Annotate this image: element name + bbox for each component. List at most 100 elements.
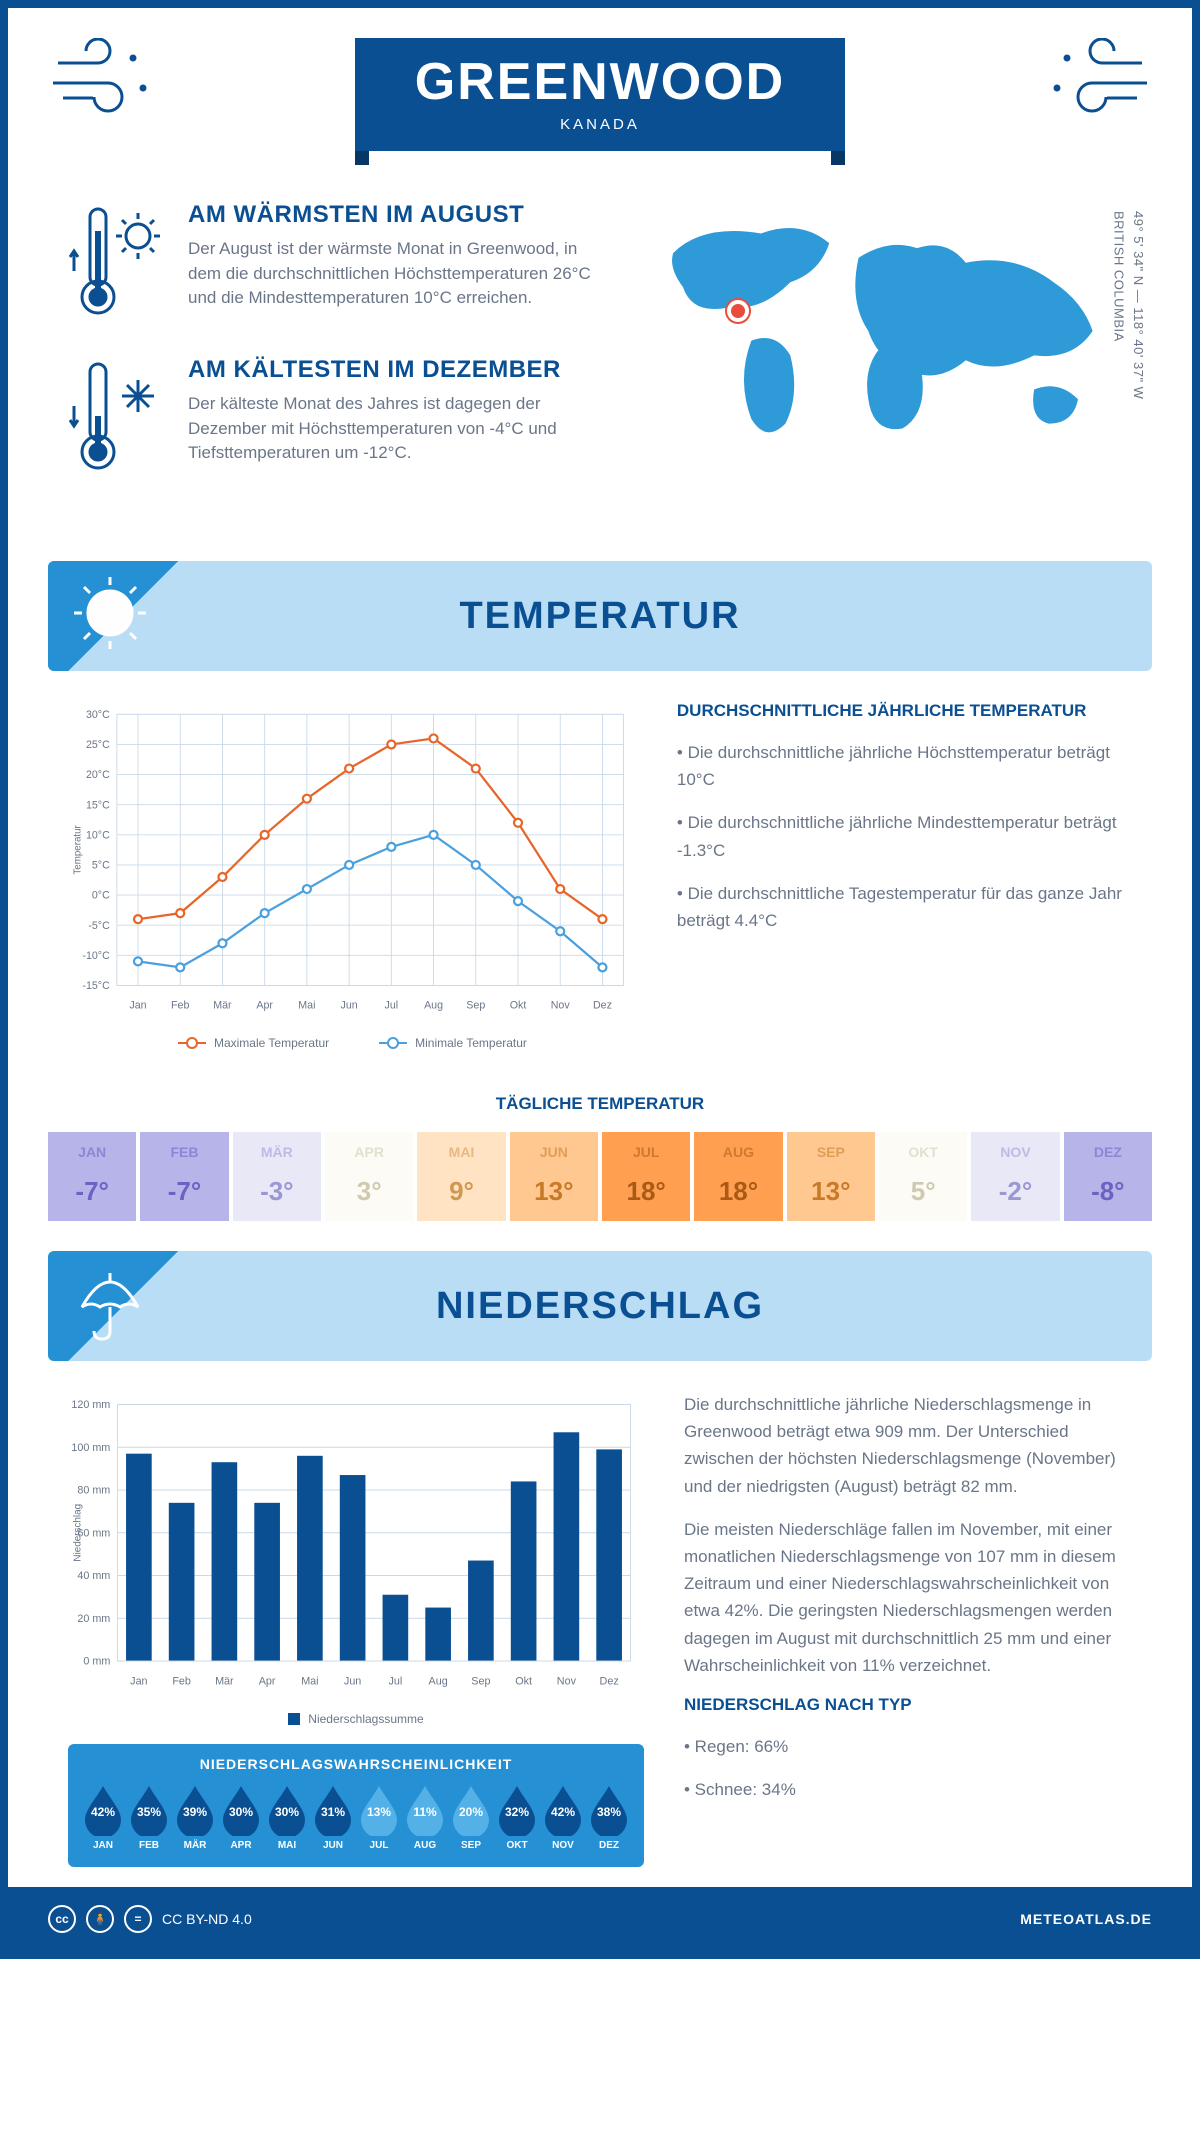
nd-icon: = <box>124 1905 152 1933</box>
svg-text:80 mm: 80 mm <box>77 1485 110 1497</box>
svg-text:Niederschlag: Niederschlag <box>73 1504 84 1562</box>
svg-text:Sep: Sep <box>466 1000 485 1012</box>
svg-text:40 mm: 40 mm <box>77 1570 110 1582</box>
precip-prob-drop: 38% DEZ <box>588 1784 630 1851</box>
fact-warmest: AM WÄRMSTEN IM AUGUST Der August ist der… <box>68 201 604 326</box>
fact-title: AM KÄLTESTEN IM DEZEMBER <box>188 356 604 384</box>
daily-temp-title: TÄGLICHE TEMPERATUR <box>8 1094 1192 1114</box>
svg-text:Okt: Okt <box>515 1675 532 1687</box>
svg-text:25°C: 25°C <box>86 739 110 751</box>
svg-text:Jun: Jun <box>344 1675 361 1687</box>
svg-text:Aug: Aug <box>429 1675 448 1687</box>
svg-text:Apr: Apr <box>256 1000 273 1012</box>
svg-text:Mär: Mär <box>213 1000 232 1012</box>
svg-text:Mai: Mai <box>298 1000 315 1012</box>
daily-temp-cell: NOV -2° <box>971 1132 1059 1221</box>
svg-text:5°C: 5°C <box>92 860 110 872</box>
svg-text:0°C: 0°C <box>92 890 110 902</box>
daily-temp-cell: JUL 18° <box>602 1132 690 1221</box>
daily-temp-cell: OKT 5° <box>879 1132 967 1221</box>
svg-text:0 mm: 0 mm <box>83 1656 110 1668</box>
daily-temp-cell: FEB -7° <box>140 1132 228 1221</box>
wind-icon <box>1042 38 1152 123</box>
svg-text:120 mm: 120 mm <box>71 1399 110 1411</box>
svg-text:15°C: 15°C <box>86 799 110 811</box>
info-bullet: • Die durchschnittliche jährliche Höchst… <box>677 739 1132 793</box>
svg-text:Jun: Jun <box>341 1000 358 1012</box>
temperature-banner: TEMPERATUR <box>48 561 1152 671</box>
cc-icon: cc <box>48 1905 76 1933</box>
svg-text:Nov: Nov <box>551 1000 571 1012</box>
precip-probability-box: NIEDERSCHLAGSWAHRSCHEINLICHKEIT 42% JAN … <box>68 1744 644 1867</box>
by-icon: 🧍 <box>86 1905 114 1933</box>
precipitation-bar-chart: 0 mm20 mm40 mm60 mm80 mm100 mm120 mmJanF… <box>68 1391 644 1697</box>
footer: cc 🧍 = CC BY-ND 4.0 METEOATLAS.DE <box>8 1887 1192 1951</box>
prob-title: NIEDERSCHLAGSWAHRSCHEINLICHKEIT <box>82 1756 630 1772</box>
location-marker <box>727 300 749 322</box>
svg-text:Jan: Jan <box>130 1675 147 1687</box>
fact-text: Der August ist der wärmste Monat in Gree… <box>188 237 604 311</box>
precip-prob-drop: 35% FEB <box>128 1784 170 1851</box>
header: GREENWOOD KANADA <box>8 8 1192 191</box>
precip-prob-drop: 30% MAI <box>266 1784 308 1851</box>
daily-temp-cell: JAN -7° <box>48 1132 136 1221</box>
svg-text:-15°C: -15°C <box>82 980 110 992</box>
temperature-line-chart: -15°C-10°C-5°C0°C5°C10°C15°C20°C25°C30°C… <box>68 701 637 1021</box>
fact-text: Der kälteste Monat des Jahres ist dagege… <box>188 392 604 466</box>
umbrella-icon <box>70 1263 150 1348</box>
svg-text:Dez: Dez <box>593 1000 612 1012</box>
svg-text:Mai: Mai <box>301 1675 318 1687</box>
svg-text:Nov: Nov <box>557 1675 577 1687</box>
svg-text:Feb: Feb <box>172 1675 191 1687</box>
precip-prob-drop: 13% JUL <box>358 1784 400 1851</box>
precip-prob-drop: 39% MÄR <box>174 1784 216 1851</box>
license-text: CC BY-ND 4.0 <box>162 1911 252 1927</box>
svg-text:100 mm: 100 mm <box>71 1442 110 1454</box>
daily-temp-cell: MÄR -3° <box>233 1132 321 1221</box>
svg-text:-5°C: -5°C <box>88 920 110 932</box>
info-bullet: • Die durchschnittliche Tagestemperatur … <box>677 880 1132 934</box>
daily-temp-cell: AUG 18° <box>694 1132 782 1221</box>
world-map <box>644 201 1132 461</box>
daily-temp-cell: APR 3° <box>325 1132 413 1221</box>
precip-prob-drop: 42% JAN <box>82 1784 124 1851</box>
svg-text:20 mm: 20 mm <box>77 1613 110 1625</box>
precip-prob-drop: 42% NOV <box>542 1784 584 1851</box>
intro-section: AM WÄRMSTEN IM AUGUST Der August ist der… <box>8 191 1192 541</box>
page-subtitle: KANADA <box>415 116 785 133</box>
svg-text:Mär: Mär <box>215 1675 234 1687</box>
precip-type-item: • Regen: 66% <box>684 1733 1132 1760</box>
svg-text:10°C: 10°C <box>86 829 110 841</box>
daily-temp-cell: SEP 13° <box>787 1132 875 1221</box>
precip-prob-drop: 20% SEP <box>450 1784 492 1851</box>
svg-text:30°C: 30°C <box>86 709 110 721</box>
wind-icon <box>48 38 158 123</box>
info-heading: DURCHSCHNITTLICHE JÄHRLICHE TEMPERATUR <box>677 701 1132 721</box>
thermometer-sun-icon <box>68 201 168 326</box>
daily-temp-cell: DEZ -8° <box>1064 1132 1152 1221</box>
svg-text:Aug: Aug <box>424 1000 443 1012</box>
precip-type-heading: NIEDERSCHLAG NACH TYP <box>684 1695 1132 1715</box>
svg-text:Feb: Feb <box>171 1000 189 1012</box>
daily-temp-cell: JUN 13° <box>510 1132 598 1221</box>
section-title: TEMPERATUR <box>459 595 740 638</box>
sun-icon <box>70 573 150 658</box>
precip-paragraph: Die durchschnittliche jährliche Niedersc… <box>684 1391 1132 1500</box>
svg-text:20°C: 20°C <box>86 769 110 781</box>
page-title: GREENWOOD <box>415 52 785 112</box>
svg-text:Jan: Jan <box>129 1000 146 1012</box>
svg-text:Jul: Jul <box>388 1675 402 1687</box>
site-name: METEOATLAS.DE <box>1020 1911 1152 1927</box>
precipitation-body: 0 mm20 mm40 mm60 mm80 mm100 mm120 mmJanF… <box>8 1361 1192 1887</box>
fact-title: AM WÄRMSTEN IM AUGUST <box>188 201 604 229</box>
daily-temp-grid: JAN -7° FEB -7° MÄR -3° APR 3° MAI 9° JU… <box>48 1132 1152 1221</box>
precip-prob-drop: 11% AUG <box>404 1784 446 1851</box>
temperature-body: -15°C-10°C-5°C0°C5°C10°C15°C20°C25°C30°C… <box>8 671 1192 1070</box>
thermometer-snow-icon <box>68 356 168 481</box>
precip-type-item: • Schnee: 34% <box>684 1776 1132 1803</box>
svg-text:Sep: Sep <box>471 1675 490 1687</box>
precip-prob-drop: 30% APR <box>220 1784 262 1851</box>
precip-prob-drop: 32% OKT <box>496 1784 538 1851</box>
svg-text:Apr: Apr <box>259 1675 276 1687</box>
title-ribbon: GREENWOOD KANADA <box>355 38 845 151</box>
